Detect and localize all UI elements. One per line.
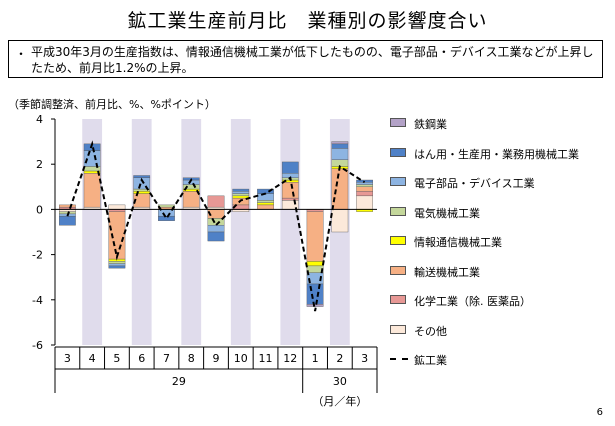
- bar-segment: [83, 173, 101, 208]
- x-tick-label: 2: [336, 352, 343, 365]
- legend-label: 輸送機械工業: [414, 265, 480, 279]
- bar-segment: [257, 202, 274, 206]
- bar-segment: [306, 265, 324, 273]
- legend-label: 情報通信機械工業: [414, 236, 502, 249]
- y-tick-label: 2: [36, 158, 43, 171]
- y-tick-label: 0: [36, 203, 43, 216]
- bar-segment: [182, 191, 200, 208]
- bar-segment: [331, 209, 349, 233]
- bar-segment: [108, 261, 126, 264]
- bar-segment: [306, 304, 324, 307]
- x-tick-label: 4: [89, 352, 96, 365]
- bar-segment: [356, 191, 373, 197]
- legend-swatch: [390, 295, 406, 304]
- bar-segment: [356, 182, 373, 185]
- year-label: 30: [333, 375, 347, 388]
- bar-segment: [207, 231, 225, 242]
- x-tick-label: 7: [163, 352, 170, 365]
- bar-segment: [133, 191, 151, 194]
- bar-segment: [356, 195, 373, 210]
- bar-segment: [331, 168, 349, 210]
- shaded-column: [280, 119, 301, 345]
- x-tick-label: 12: [283, 352, 297, 365]
- legend-swatch: [390, 236, 406, 245]
- bar-segment: [356, 184, 373, 187]
- x-tick-label: 3: [361, 352, 368, 365]
- x-tick-label: 10: [234, 352, 248, 365]
- year-label: 29: [172, 375, 186, 388]
- legend-swatch: [390, 206, 406, 216]
- legend-label: 化学工業（除. 医薬品）: [414, 295, 531, 308]
- x-tick-label: 1: [312, 352, 319, 365]
- page-number: 6: [596, 407, 603, 418]
- legend-swatch: [390, 265, 406, 275]
- legend-label: 電子部品・デバイス工業: [414, 177, 535, 190]
- legend-swatch: [390, 324, 406, 334]
- bar-segment: [59, 215, 76, 226]
- legend-label: 電気機械工業: [414, 206, 480, 220]
- bar-segment: [133, 175, 151, 178]
- shaded-column: [230, 119, 251, 345]
- bar-segment: [232, 191, 250, 194]
- x-tick-label: 3: [64, 352, 71, 365]
- page-title: 鉱工業生産前月比 業種別の影響度合い: [127, 10, 488, 32]
- bar-segment: [331, 148, 349, 160]
- bar-segment: [108, 265, 126, 269]
- x-tick-label: 6: [138, 352, 145, 365]
- bar-segment: [232, 188, 250, 192]
- bar-segment: [281, 182, 299, 199]
- bar-segment: [108, 204, 126, 210]
- x-tick-label: 5: [113, 352, 120, 365]
- bar-segment: [207, 195, 225, 208]
- note-bullet: ・: [15, 47, 28, 61]
- legend-label: はん用・生産用・業務用機械工業: [414, 147, 579, 161]
- bar-segment: [356, 186, 373, 192]
- legend-swatch: [390, 177, 406, 186]
- legend-dashed-line: [390, 358, 408, 360]
- bar-segment: [306, 283, 324, 305]
- summary-note: ・ 平成30年3月の生産指数は、情報通信機械工業が低下したものの、電子部品・デバ…: [8, 40, 603, 78]
- total-line: [66, 140, 366, 312]
- shaded-column: [181, 119, 202, 345]
- x-tick-label: 11: [259, 352, 273, 365]
- bar-segment: [281, 197, 299, 201]
- bar-segment: [257, 200, 274, 203]
- axis-unit-label: （月／年）: [312, 394, 367, 408]
- bar-segment: [59, 204, 76, 208]
- bar-segment: [232, 193, 250, 197]
- bar-segment: [331, 141, 349, 145]
- legend-swatch: [390, 147, 406, 157]
- x-tick-label: 9: [213, 352, 220, 365]
- bar-segment: [306, 261, 324, 267]
- units-label: （季節調整済、前月比、%、%ポイント）: [8, 98, 216, 111]
- bar-segment: [306, 211, 324, 262]
- bar-segment: [281, 161, 299, 174]
- bar-segment: [257, 204, 274, 210]
- legend-label: 鉱工業: [414, 354, 447, 367]
- note-text: 平成30年3月の生産指数は、情報通信機械工業が低下したものの、電子部品・デバイス…: [31, 45, 594, 75]
- y-tick-label: -2: [32, 249, 43, 262]
- bar-segment: [207, 225, 225, 233]
- legend-label: 鉄鋼業: [414, 118, 447, 131]
- bar-segment: [108, 263, 126, 267]
- bar-segment: [158, 215, 175, 221]
- legend-swatch: [390, 118, 406, 127]
- bar-segment: [158, 204, 175, 208]
- y-tick-label: -4: [32, 294, 43, 307]
- y-tick-label: 4: [36, 113, 43, 126]
- shaded-column: [131, 119, 152, 345]
- legend-label: その他: [414, 324, 447, 338]
- bar-segment: [331, 143, 349, 149]
- y-tick-label: -6: [32, 339, 43, 352]
- bar-segment: [232, 195, 250, 199]
- x-tick-label: 8: [188, 352, 195, 365]
